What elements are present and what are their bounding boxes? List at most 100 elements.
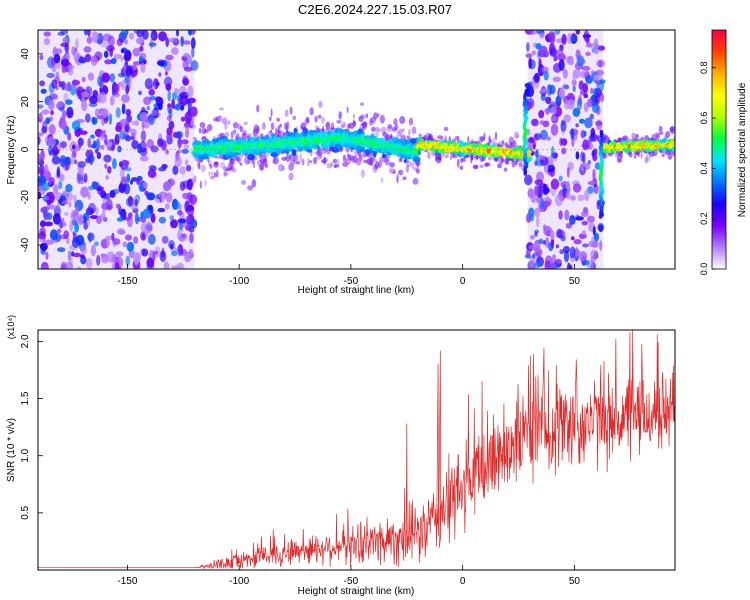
band-halo-blob (658, 125, 663, 133)
noise-blob (40, 231, 44, 236)
noise-blob (542, 200, 551, 208)
colorbar-tick-label: 0.8 (699, 61, 709, 74)
noise-blob (119, 118, 129, 127)
band-halo-blob (253, 160, 256, 169)
band-core-blob (299, 146, 304, 152)
noise-blob (96, 152, 102, 160)
noise-blob (584, 189, 590, 202)
band-halo-blob (511, 159, 516, 168)
noise-blob (48, 176, 53, 185)
noise-blob (123, 160, 130, 166)
band-halo-blob (332, 158, 338, 164)
noise-blob (109, 95, 115, 106)
noise-blob (57, 202, 61, 209)
noise-blob (598, 60, 603, 68)
noise-blob (163, 261, 170, 269)
band-halo-blob (665, 131, 671, 139)
noise-blob (531, 118, 539, 127)
noise-blob (38, 132, 44, 137)
noise-blob (536, 216, 540, 228)
noise-blob (580, 211, 589, 217)
noise-blob (550, 178, 560, 190)
noise-blob (85, 257, 93, 269)
noise-blob (59, 173, 65, 182)
band-halo-blob (288, 172, 294, 181)
band-halo-blob (203, 129, 209, 134)
band-halo-blob (359, 154, 364, 161)
colorbar-label: Normalized spectral amplitude (737, 82, 748, 217)
band-halo-blob (411, 126, 417, 135)
noise-blob (158, 72, 162, 77)
noise-blob (39, 242, 48, 251)
noise-blob (528, 137, 535, 144)
noise-blob (555, 244, 560, 249)
noise-blob (116, 228, 126, 235)
noise-blob (67, 250, 72, 261)
band-core-blob (291, 149, 297, 157)
noise-blob (542, 240, 546, 245)
noise-blob (103, 50, 109, 59)
noise-blob (592, 168, 596, 181)
band-halo-blob (412, 177, 419, 185)
noise-blob (115, 125, 122, 132)
noise-blob (116, 38, 123, 47)
band-halo-blob (230, 131, 234, 139)
band-halo-blob (213, 161, 219, 168)
band-core-blob (278, 149, 284, 153)
noise-blob (91, 31, 99, 43)
noise-blob (41, 182, 50, 191)
noise-blob (114, 133, 120, 146)
noise-blob (152, 252, 156, 261)
noise-blob (125, 167, 132, 172)
noise-blob (184, 66, 193, 72)
band-halo-blob (210, 175, 215, 180)
noise-blob (185, 126, 190, 139)
noise-blob (539, 89, 547, 94)
band-halo-blob (198, 127, 202, 134)
noise-blob (581, 66, 591, 71)
noise-blob (109, 73, 116, 83)
noise-blob (38, 136, 41, 146)
noise-blob (59, 141, 67, 149)
noise-blob (590, 87, 594, 95)
noise-blob (183, 52, 190, 59)
noise-blob (570, 195, 576, 201)
band-halo-blob (371, 126, 376, 132)
noise-blob (189, 233, 194, 244)
noise-blob (39, 54, 44, 61)
noise-blob (77, 214, 84, 226)
noise-blob (131, 177, 138, 182)
noise-blob (166, 115, 172, 122)
noise-blob (80, 186, 89, 198)
noise-blob (84, 53, 92, 63)
noise-blob (141, 233, 146, 240)
colorbar: 0.0 0.2 0.4 0.6 0.8 Normalized spectral ampl… (699, 29, 748, 275)
noise-blob (184, 200, 190, 213)
noise-blob (45, 117, 51, 125)
noise-blob (71, 251, 75, 257)
noise-blob (525, 53, 533, 58)
noise-blob (125, 108, 132, 117)
noise-blob (124, 39, 128, 45)
noise-blob (84, 113, 91, 123)
band-halo-blob (239, 162, 243, 166)
noise-blob (122, 241, 128, 248)
band-halo-blob (393, 118, 398, 126)
noise-blob (131, 139, 139, 150)
band-halo-blob (232, 122, 239, 129)
noise-blob (174, 89, 180, 95)
band-halo-blob (198, 162, 201, 170)
noise-blob (136, 179, 140, 186)
band-halo-blob (449, 156, 452, 160)
band-halo-blob (199, 122, 206, 128)
noise-blob (55, 48, 63, 55)
band-halo-blob (270, 122, 275, 130)
noise-blob (115, 203, 121, 209)
noise-blob (40, 261, 49, 269)
noise-blob (38, 181, 42, 192)
snr-y-multiplier: (x10⁴) (6, 315, 16, 339)
band-halo-blob (645, 153, 651, 162)
noise-blob (531, 50, 536, 56)
noise-blob (185, 98, 191, 105)
